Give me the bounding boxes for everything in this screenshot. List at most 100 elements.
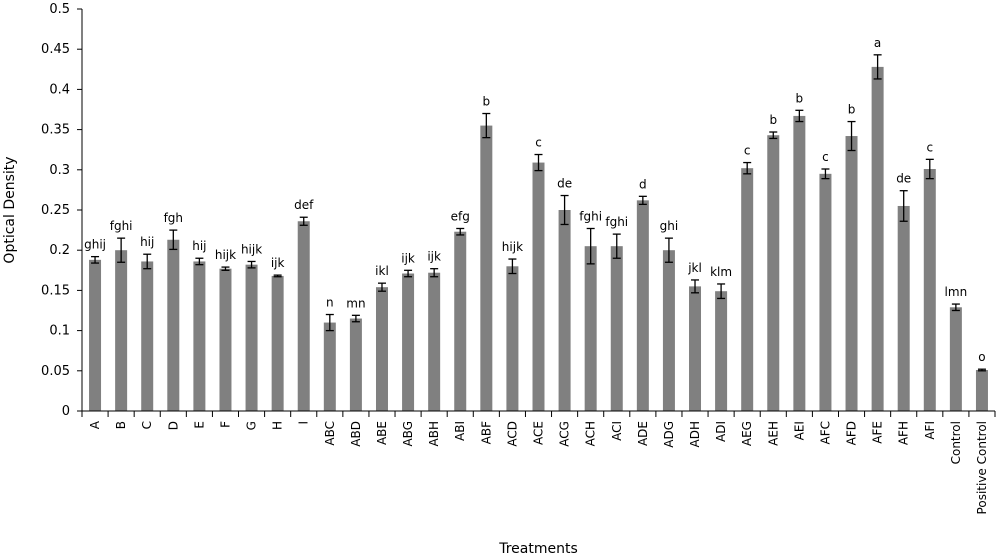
significance-label: de — [896, 172, 911, 186]
significance-label: hijk — [241, 242, 262, 256]
x-tick-label: I — [297, 421, 311, 425]
significance-label: jkl — [687, 261, 702, 275]
y-tick-label: 0.05 — [41, 364, 70, 379]
error-bars — [91, 54, 986, 372]
y-axis-ticks: 0 0.05 0.1 0.15 0.2 0.25 0.3 0.35 0.4 0.45 0.5 — [41, 2, 82, 419]
bar — [141, 261, 154, 411]
bar — [506, 266, 519, 411]
significance-label: hijk — [502, 240, 523, 254]
bar — [793, 115, 806, 411]
significance-label: fghi — [579, 209, 602, 223]
significance-label: b — [848, 103, 856, 117]
significance-label: lmn — [945, 285, 968, 299]
bar — [402, 273, 415, 411]
x-tick-label: AFH — [897, 421, 911, 445]
y-tick-label: 0 — [62, 404, 70, 419]
significance-label: b — [769, 113, 777, 127]
x-tick-label: H — [271, 421, 285, 430]
significance-label: c — [822, 150, 829, 164]
y-tick-label: 0.5 — [49, 2, 70, 17]
significance-label: hij — [192, 239, 206, 253]
y-tick-label: 0.3 — [49, 163, 70, 178]
x-tick-label: ABI — [453, 421, 467, 441]
significance-label: n — [326, 296, 334, 310]
x-tick-label: ADG — [662, 421, 676, 448]
bar — [271, 275, 284, 411]
x-tick-label: ACI — [610, 421, 624, 441]
x-tick-label: Positive Control — [975, 421, 989, 514]
x-axis-title: Treatments — [498, 541, 578, 557]
x-tick-label: ADI — [714, 421, 728, 442]
bar — [715, 291, 728, 411]
x-tick-label: E — [192, 421, 206, 429]
significance-label: def — [294, 198, 314, 212]
bar — [897, 205, 910, 411]
bar — [167, 239, 180, 411]
significance-label: ijk — [427, 250, 441, 264]
y-tick-label: 0.2 — [49, 243, 70, 258]
significance-label: d — [639, 177, 647, 191]
bar — [454, 231, 467, 411]
significance-label: ijk — [401, 251, 415, 265]
x-tick-label: AEG — [740, 421, 754, 446]
bar — [558, 210, 571, 411]
significance-label: de — [557, 177, 572, 191]
bar — [375, 287, 388, 411]
bar — [480, 125, 493, 411]
bar — [662, 250, 675, 411]
x-tick-label: D — [166, 421, 180, 430]
x-tick-label: C — [140, 421, 154, 429]
significance-label: a — [874, 36, 881, 50]
bar — [323, 322, 336, 411]
bar — [584, 246, 597, 411]
significance-label: c — [926, 140, 933, 154]
x-tick-label: ADH — [688, 421, 702, 447]
bar — [689, 286, 702, 411]
bar — [871, 66, 884, 411]
significance-label: fghi — [110, 219, 133, 233]
significance-label: mn — [346, 296, 365, 310]
bar — [245, 264, 258, 411]
bar — [767, 135, 780, 411]
significance-label: c — [744, 144, 751, 158]
x-tick-label: AFE — [871, 421, 885, 444]
bar — [636, 200, 649, 411]
x-tick-label: F — [218, 421, 232, 428]
bar — [428, 272, 441, 411]
significance-label: hij — [140, 235, 154, 249]
bar — [89, 259, 102, 411]
x-tick-label: ABG — [401, 421, 415, 447]
x-tick-label: ACG — [558, 421, 572, 447]
y-axis-title: Optical Density — [2, 156, 18, 263]
x-tick-label: AFC — [818, 421, 832, 445]
x-tick-label: A — [88, 420, 102, 429]
x-tick-label: ADE — [636, 421, 650, 446]
significance-label: b — [483, 95, 491, 109]
significance-label: ikl — [375, 264, 389, 278]
x-tick-label: AEH — [766, 421, 780, 446]
bar — [923, 168, 936, 411]
x-tick-label: ABD — [349, 421, 363, 447]
bar — [349, 318, 362, 411]
x-tick-label: ACE — [532, 421, 546, 445]
significance-label: klm — [710, 265, 732, 279]
bar — [193, 261, 206, 411]
significance-label: ghij — [84, 238, 106, 252]
x-tick-label: AEI — [792, 421, 806, 440]
significance-label: fghi — [605, 215, 628, 229]
significance-label: o — [978, 350, 985, 364]
x-axis-labels: A B C D E F G H I ABC ABD ABE ABG ABH ABI ABF ACD ACE ACG A… — [81, 411, 996, 514]
y-tick-label: 0.1 — [49, 324, 70, 339]
significance-label: ghi — [660, 219, 679, 233]
y-tick-label: 0.35 — [41, 123, 70, 138]
x-tick-label: AFD — [845, 421, 859, 445]
y-tick-label: 0.25 — [41, 203, 70, 218]
bar — [845, 136, 858, 412]
x-tick-label: Control — [949, 421, 963, 464]
bar — [741, 168, 754, 411]
x-tick-label: ABF — [479, 421, 493, 444]
x-tick-label: ACH — [584, 421, 598, 446]
